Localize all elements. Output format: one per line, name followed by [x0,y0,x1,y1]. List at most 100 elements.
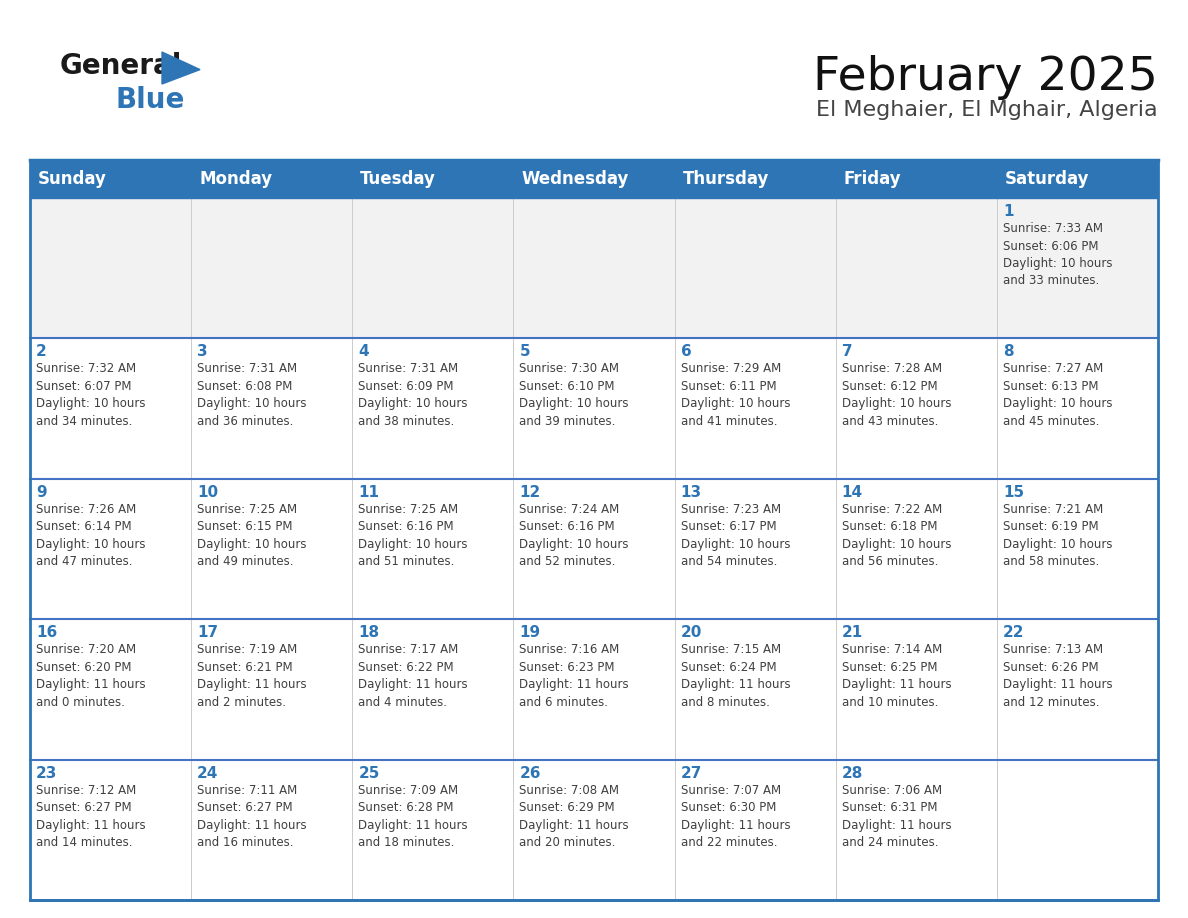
Bar [835,160,997,198]
Text: Sunrise: 7:31 AM
Sunset: 6:09 PM
Daylight: 10 hours
and 38 minutes.: Sunrise: 7:31 AM Sunset: 6:09 PM Dayligh… [359,363,468,428]
Text: Sunrise: 7:11 AM
Sunset: 6:27 PM
Daylight: 11 hours
and 16 minutes.: Sunrise: 7:11 AM Sunset: 6:27 PM Dayligh… [197,784,307,849]
Bar [30,198,191,339]
Text: Sunrise: 7:27 AM
Sunset: 6:13 PM
Daylight: 10 hours
and 45 minutes.: Sunrise: 7:27 AM Sunset: 6:13 PM Dayligh… [1003,363,1112,428]
Text: Sunrise: 7:12 AM
Sunset: 6:27 PM
Daylight: 11 hours
and 14 minutes.: Sunrise: 7:12 AM Sunset: 6:27 PM Dayligh… [36,784,146,849]
Text: Sunrise: 7:08 AM
Sunset: 6:29 PM
Daylight: 11 hours
and 20 minutes.: Sunrise: 7:08 AM Sunset: 6:29 PM Dayligh… [519,784,630,849]
Bar [191,479,353,620]
Text: Sunrise: 7:20 AM
Sunset: 6:20 PM
Daylight: 11 hours
and 0 minutes.: Sunrise: 7:20 AM Sunset: 6:20 PM Dayligh… [36,644,146,709]
Bar [191,339,353,479]
Bar [513,759,675,900]
Bar [997,160,1158,198]
Bar [835,620,997,759]
Text: 7: 7 [842,344,852,360]
Bar [997,339,1158,479]
Text: Sunrise: 7:28 AM
Sunset: 6:12 PM
Daylight: 10 hours
and 43 minutes.: Sunrise: 7:28 AM Sunset: 6:12 PM Dayligh… [842,363,952,428]
Text: 21: 21 [842,625,862,640]
Text: Sunrise: 7:06 AM
Sunset: 6:31 PM
Daylight: 11 hours
and 24 minutes.: Sunrise: 7:06 AM Sunset: 6:31 PM Dayligh… [842,784,952,849]
Text: Sunrise: 7:24 AM
Sunset: 6:16 PM
Daylight: 10 hours
and 52 minutes.: Sunrise: 7:24 AM Sunset: 6:16 PM Dayligh… [519,503,628,568]
Bar [513,339,675,479]
Text: 9: 9 [36,485,46,499]
Bar [997,479,1158,620]
Text: Sunrise: 7:14 AM
Sunset: 6:25 PM
Daylight: 11 hours
and 10 minutes.: Sunrise: 7:14 AM Sunset: 6:25 PM Dayligh… [842,644,952,709]
Text: Friday: Friday [843,170,902,188]
Bar [30,160,191,198]
Text: Sunrise: 7:29 AM
Sunset: 6:11 PM
Daylight: 10 hours
and 41 minutes.: Sunrise: 7:29 AM Sunset: 6:11 PM Dayligh… [681,363,790,428]
Bar [513,160,675,198]
Text: Sunrise: 7:31 AM
Sunset: 6:08 PM
Daylight: 10 hours
and 36 minutes.: Sunrise: 7:31 AM Sunset: 6:08 PM Dayligh… [197,363,307,428]
Text: 24: 24 [197,766,219,780]
Text: 11: 11 [359,485,379,499]
Bar [513,198,675,339]
Text: Sunrise: 7:23 AM
Sunset: 6:17 PM
Daylight: 10 hours
and 54 minutes.: Sunrise: 7:23 AM Sunset: 6:17 PM Dayligh… [681,503,790,568]
Text: 10: 10 [197,485,219,499]
Text: 14: 14 [842,485,862,499]
Bar [30,759,191,900]
Text: 18: 18 [359,625,379,640]
Text: 15: 15 [1003,485,1024,499]
Text: 3: 3 [197,344,208,360]
Bar [675,339,835,479]
Text: 25: 25 [359,766,380,780]
Bar [191,198,353,339]
Text: 12: 12 [519,485,541,499]
Text: Sunrise: 7:32 AM
Sunset: 6:07 PM
Daylight: 10 hours
and 34 minutes.: Sunrise: 7:32 AM Sunset: 6:07 PM Dayligh… [36,363,145,428]
Bar [353,160,513,198]
Bar [675,759,835,900]
Text: February 2025: February 2025 [813,55,1158,100]
Bar [353,620,513,759]
Text: 26: 26 [519,766,541,780]
Text: Sunrise: 7:09 AM
Sunset: 6:28 PM
Daylight: 11 hours
and 18 minutes.: Sunrise: 7:09 AM Sunset: 6:28 PM Dayligh… [359,784,468,849]
Bar [513,620,675,759]
Bar [191,759,353,900]
Text: 16: 16 [36,625,57,640]
Text: 27: 27 [681,766,702,780]
Bar [30,479,191,620]
Text: Monday: Monday [200,170,272,188]
Text: Sunrise: 7:26 AM
Sunset: 6:14 PM
Daylight: 10 hours
and 47 minutes.: Sunrise: 7:26 AM Sunset: 6:14 PM Dayligh… [36,503,145,568]
Text: Sunrise: 7:07 AM
Sunset: 6:30 PM
Daylight: 11 hours
and 22 minutes.: Sunrise: 7:07 AM Sunset: 6:30 PM Dayligh… [681,784,790,849]
Bar [191,160,353,198]
Text: 17: 17 [197,625,219,640]
Text: 6: 6 [681,344,691,360]
Text: 1: 1 [1003,204,1013,219]
Text: Tuesday: Tuesday [360,170,436,188]
Text: Sunday: Sunday [38,170,107,188]
Text: General: General [61,52,183,80]
Text: 28: 28 [842,766,864,780]
Bar [30,339,191,479]
Text: Sunrise: 7:30 AM
Sunset: 6:10 PM
Daylight: 10 hours
and 39 minutes.: Sunrise: 7:30 AM Sunset: 6:10 PM Dayligh… [519,363,628,428]
Text: Sunrise: 7:19 AM
Sunset: 6:21 PM
Daylight: 11 hours
and 2 minutes.: Sunrise: 7:19 AM Sunset: 6:21 PM Dayligh… [197,644,307,709]
Bar [675,160,835,198]
Text: 13: 13 [681,485,702,499]
Text: Sunrise: 7:25 AM
Sunset: 6:15 PM
Daylight: 10 hours
and 49 minutes.: Sunrise: 7:25 AM Sunset: 6:15 PM Dayligh… [197,503,307,568]
Text: Thursday: Thursday [683,170,769,188]
Text: Sunrise: 7:15 AM
Sunset: 6:24 PM
Daylight: 11 hours
and 8 minutes.: Sunrise: 7:15 AM Sunset: 6:24 PM Dayligh… [681,644,790,709]
Polygon shape [162,52,200,84]
Bar [997,198,1158,339]
Text: 5: 5 [519,344,530,360]
Bar [353,339,513,479]
Text: Sunrise: 7:21 AM
Sunset: 6:19 PM
Daylight: 10 hours
and 58 minutes.: Sunrise: 7:21 AM Sunset: 6:19 PM Dayligh… [1003,503,1112,568]
Bar [835,339,997,479]
Bar [191,620,353,759]
Bar [835,198,997,339]
Text: 19: 19 [519,625,541,640]
Bar [30,160,1158,900]
Text: 2: 2 [36,344,46,360]
Bar [353,479,513,620]
Bar [997,620,1158,759]
Text: Blue: Blue [115,86,184,114]
Bar [675,620,835,759]
Text: Sunrise: 7:33 AM
Sunset: 6:06 PM
Daylight: 10 hours
and 33 minutes.: Sunrise: 7:33 AM Sunset: 6:06 PM Dayligh… [1003,222,1112,287]
Text: Sunrise: 7:17 AM
Sunset: 6:22 PM
Daylight: 11 hours
and 4 minutes.: Sunrise: 7:17 AM Sunset: 6:22 PM Dayligh… [359,644,468,709]
Text: Sunrise: 7:25 AM
Sunset: 6:16 PM
Daylight: 10 hours
and 51 minutes.: Sunrise: 7:25 AM Sunset: 6:16 PM Dayligh… [359,503,468,568]
Bar [353,198,513,339]
Bar [835,479,997,620]
Bar [675,479,835,620]
Text: Saturday: Saturday [1005,170,1089,188]
Text: 23: 23 [36,766,57,780]
Text: 8: 8 [1003,344,1013,360]
Bar [513,479,675,620]
Text: Wednesday: Wednesday [522,170,628,188]
Bar [353,759,513,900]
